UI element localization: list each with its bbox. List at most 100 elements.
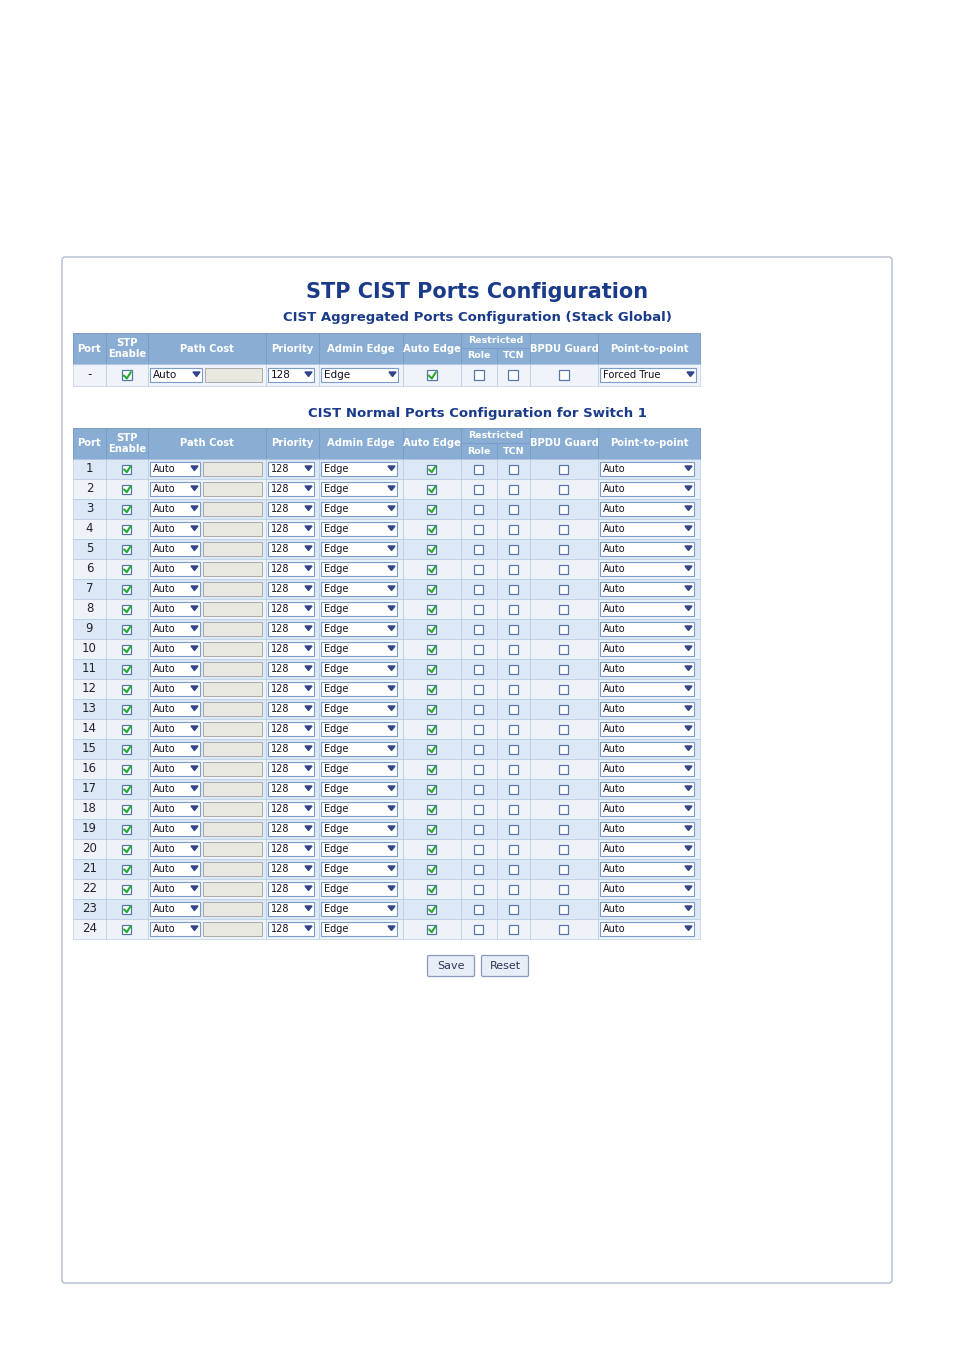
Bar — [427, 564, 436, 574]
Bar — [460, 500, 497, 518]
Bar — [268, 562, 314, 576]
Text: Auto: Auto — [152, 864, 175, 873]
Bar — [122, 464, 132, 474]
Bar — [509, 525, 517, 533]
Bar — [320, 502, 396, 516]
Bar — [558, 705, 568, 714]
Bar — [460, 819, 497, 838]
Polygon shape — [389, 373, 395, 377]
Text: Port: Port — [77, 439, 101, 448]
Bar — [73, 779, 106, 799]
Bar — [509, 764, 517, 774]
Bar — [268, 522, 314, 536]
Bar — [203, 761, 262, 776]
Bar — [122, 664, 132, 674]
Bar — [460, 428, 530, 443]
Bar — [599, 902, 693, 917]
Polygon shape — [191, 647, 198, 651]
Bar — [266, 459, 318, 479]
Bar — [266, 639, 318, 659]
Bar — [460, 659, 497, 679]
Text: Auto: Auto — [152, 824, 175, 834]
Polygon shape — [684, 786, 691, 791]
Bar — [122, 564, 132, 574]
Bar — [558, 585, 568, 594]
Text: Edge: Edge — [324, 784, 348, 794]
Bar — [402, 879, 460, 899]
Bar — [318, 779, 402, 799]
Bar — [599, 822, 693, 836]
Text: 128: 128 — [271, 844, 289, 855]
Text: Auto: Auto — [602, 524, 625, 535]
Text: Reset: Reset — [489, 961, 520, 971]
Polygon shape — [305, 886, 312, 891]
Text: Edge: Edge — [324, 764, 348, 774]
Bar — [318, 720, 402, 738]
Text: Auto: Auto — [152, 684, 175, 694]
Text: 23: 23 — [82, 903, 97, 915]
Bar — [320, 842, 396, 856]
Text: Auto: Auto — [602, 564, 625, 574]
Bar — [266, 500, 318, 518]
Polygon shape — [388, 726, 395, 730]
Bar — [599, 622, 693, 636]
Bar — [148, 838, 266, 859]
Bar — [122, 884, 132, 894]
Bar — [427, 644, 436, 653]
Bar — [318, 539, 402, 559]
Bar — [598, 659, 700, 679]
Bar — [318, 859, 402, 879]
Bar — [148, 819, 266, 838]
Bar — [203, 902, 262, 917]
Bar — [148, 620, 266, 639]
Polygon shape — [191, 726, 198, 730]
Text: Auto: Auto — [602, 624, 625, 634]
Text: 128: 128 — [271, 703, 289, 714]
Bar — [599, 602, 693, 616]
Bar — [530, 599, 598, 620]
Polygon shape — [684, 647, 691, 651]
Polygon shape — [305, 466, 312, 471]
Text: Auto: Auto — [602, 703, 625, 714]
Bar — [106, 579, 148, 599]
Bar — [402, 539, 460, 559]
Bar — [530, 720, 598, 738]
Bar — [318, 333, 402, 364]
Bar — [268, 662, 314, 676]
Bar — [402, 759, 460, 779]
Bar — [402, 699, 460, 720]
Polygon shape — [305, 906, 312, 910]
Bar — [497, 779, 530, 799]
Polygon shape — [191, 526, 198, 531]
Bar — [460, 348, 497, 364]
Bar — [598, 679, 700, 699]
Bar — [427, 864, 436, 873]
Bar — [558, 925, 568, 933]
Polygon shape — [388, 906, 395, 910]
Bar — [318, 579, 402, 599]
Bar — [320, 682, 396, 697]
Bar — [203, 462, 262, 477]
Bar — [427, 784, 436, 794]
Bar — [106, 500, 148, 518]
Polygon shape — [191, 765, 198, 771]
Text: Edge: Edge — [324, 904, 348, 914]
Bar — [599, 922, 693, 936]
Bar — [474, 904, 483, 914]
Polygon shape — [684, 606, 691, 610]
Text: 128: 128 — [271, 564, 289, 574]
Text: Auto: Auto — [152, 784, 175, 794]
Bar — [106, 539, 148, 559]
Polygon shape — [305, 826, 312, 830]
Text: Auto: Auto — [602, 664, 625, 674]
Bar — [460, 459, 497, 479]
Bar — [268, 761, 314, 776]
Bar — [106, 428, 148, 459]
Polygon shape — [191, 786, 198, 791]
Bar — [148, 518, 266, 539]
Bar — [402, 720, 460, 738]
Bar — [460, 879, 497, 899]
Bar — [203, 842, 262, 856]
Bar — [402, 518, 460, 539]
Bar — [320, 541, 396, 556]
